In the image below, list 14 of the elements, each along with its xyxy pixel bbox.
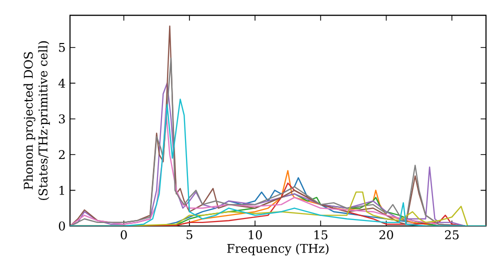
- y-tick-label: 5: [59, 43, 65, 52]
- x-tick-label: 15: [314, 230, 328, 240]
- x-tick-label: 20: [379, 230, 394, 240]
- y-tick-label: 3: [59, 114, 65, 124]
- x-tick-label: 10: [248, 230, 262, 240]
- x-tick-label: 25: [445, 230, 459, 240]
- y-tick-label: 4: [58, 78, 66, 88]
- x-tick-label: 0: [120, 230, 127, 240]
- y-axis-title: Phonon projected DOS (States/THz·primitive cell): [24, 41, 50, 200]
- x-axis-title: Frequency (THz): [227, 244, 328, 256]
- y-tick-label: 0: [58, 221, 65, 231]
- y-tick-label: 1: [60, 186, 64, 195]
- y-tick-label: 2: [58, 150, 65, 160]
- x-tick-label: 5: [186, 230, 192, 240]
